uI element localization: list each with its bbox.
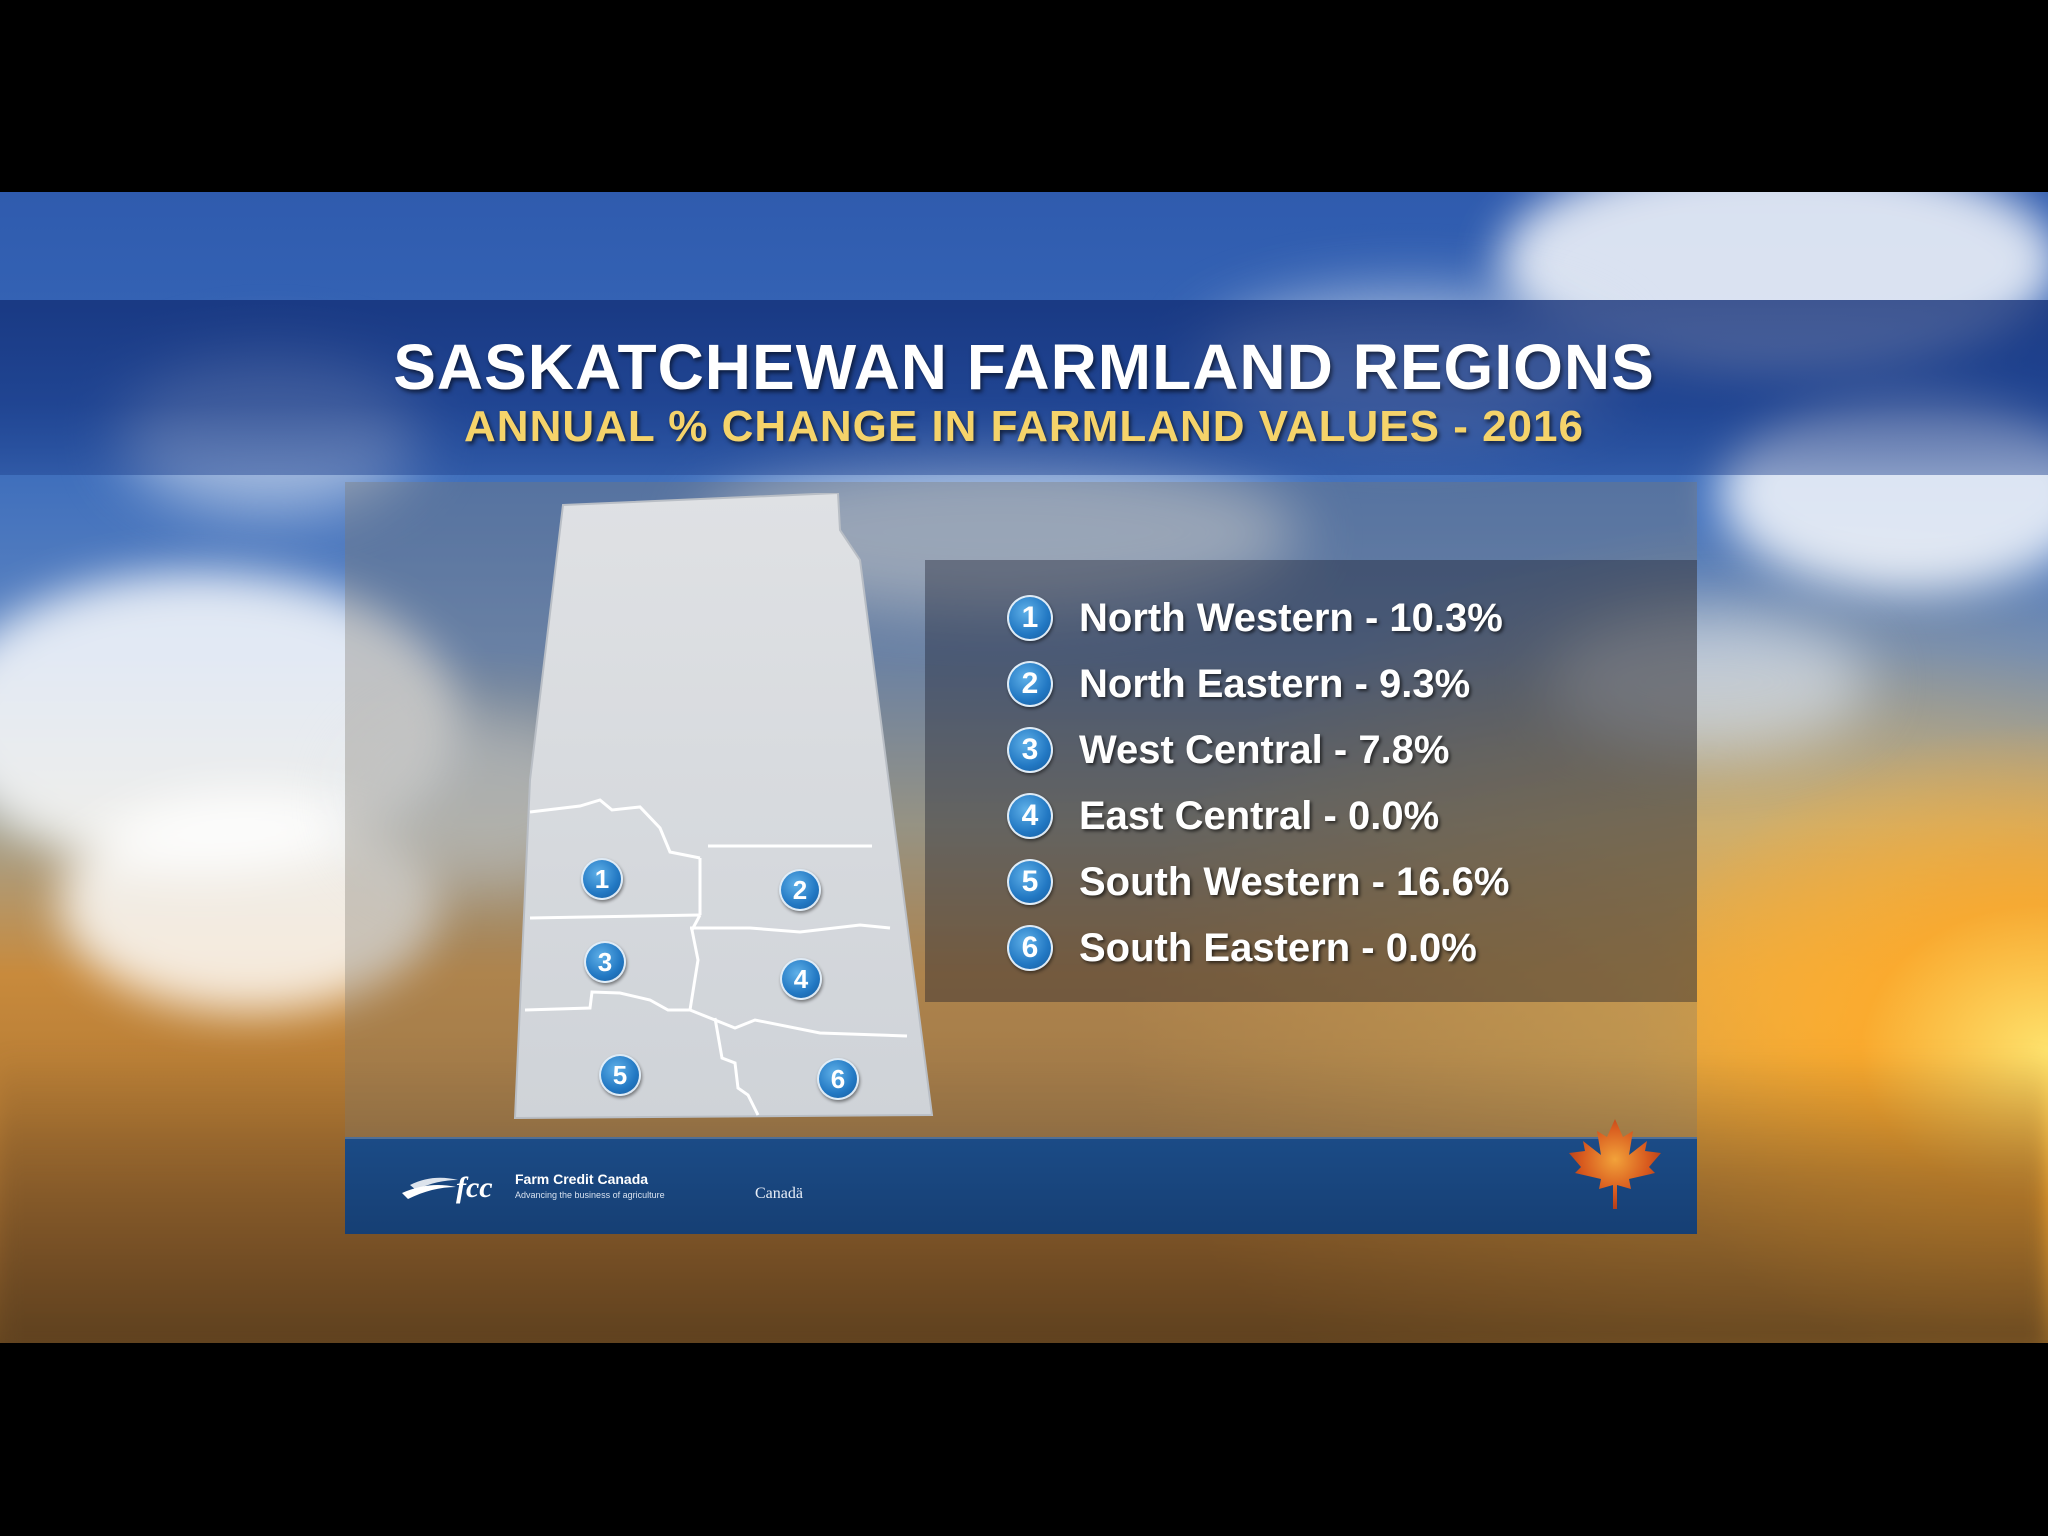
legend-item: 5 South Western - 16.6% (1007, 849, 1687, 915)
legend-backdrop (925, 560, 1697, 1002)
legend-item: 3 West Central - 7.8% (1007, 717, 1687, 783)
legend-label: South Western - 16.6% (1079, 859, 1510, 904)
legend-label: South Eastern - 0.0% (1079, 925, 1477, 970)
legend-label: West Central - 7.8% (1079, 727, 1450, 772)
legend-number-badge: 6 (1007, 925, 1053, 971)
title-band (0, 300, 2048, 475)
legend-label: North Eastern - 9.3% (1079, 661, 1471, 706)
saskatchewan-map (513, 493, 934, 1120)
org-name: Farm Credit Canada (515, 1171, 649, 1187)
legend-item: 1 North Western - 10.3% (1007, 585, 1687, 651)
legend-number-badge: 1 (1007, 595, 1053, 641)
legend-list: 1 North Western - 10.3% 2 North Eastern … (1007, 585, 1687, 981)
page-subtitle: ANNUAL % CHANGE IN FARMLAND VALUES - 201… (464, 402, 1584, 451)
legend-number-badge: 4 (1007, 793, 1053, 839)
legend-number-badge: 2 (1007, 661, 1053, 707)
map-marker-1: 1 (581, 858, 623, 900)
legend-item: 6 South Eastern - 0.0% (1007, 915, 1687, 981)
map-marker-2: 2 (779, 869, 821, 911)
map-marker-4: 4 (780, 958, 822, 1000)
legend-label: North Western - 10.3% (1079, 595, 1503, 640)
canada-wordmark: Canadä (755, 1185, 803, 1202)
page-title: SASKATCHEWAN FARMLAND REGIONS (393, 331, 1655, 403)
svg-text:fcc: fcc (456, 1171, 493, 1204)
legend-number-badge: 3 (1007, 727, 1053, 773)
legend-label: East Central - 0.0% (1079, 793, 1440, 838)
letterbox-bottom (0, 1343, 2048, 1536)
legend-item: 2 North Eastern - 9.3% (1007, 651, 1687, 717)
maple-leaf-icon (1569, 1119, 1661, 1209)
map-marker-5: 5 (599, 1054, 641, 1096)
map-marker-6: 6 (817, 1058, 859, 1100)
letterbox-top (0, 0, 2048, 192)
fcc-logo-icon: fcc (402, 1171, 493, 1204)
region-borders (524, 798, 908, 1116)
footer-bar (345, 1137, 1697, 1234)
legend-item: 4 East Central - 0.0% (1007, 783, 1687, 849)
org-tagline: Advancing the business of agriculture (515, 1190, 665, 1200)
map-marker-3: 3 (584, 941, 626, 983)
legend-number-badge: 5 (1007, 859, 1053, 905)
